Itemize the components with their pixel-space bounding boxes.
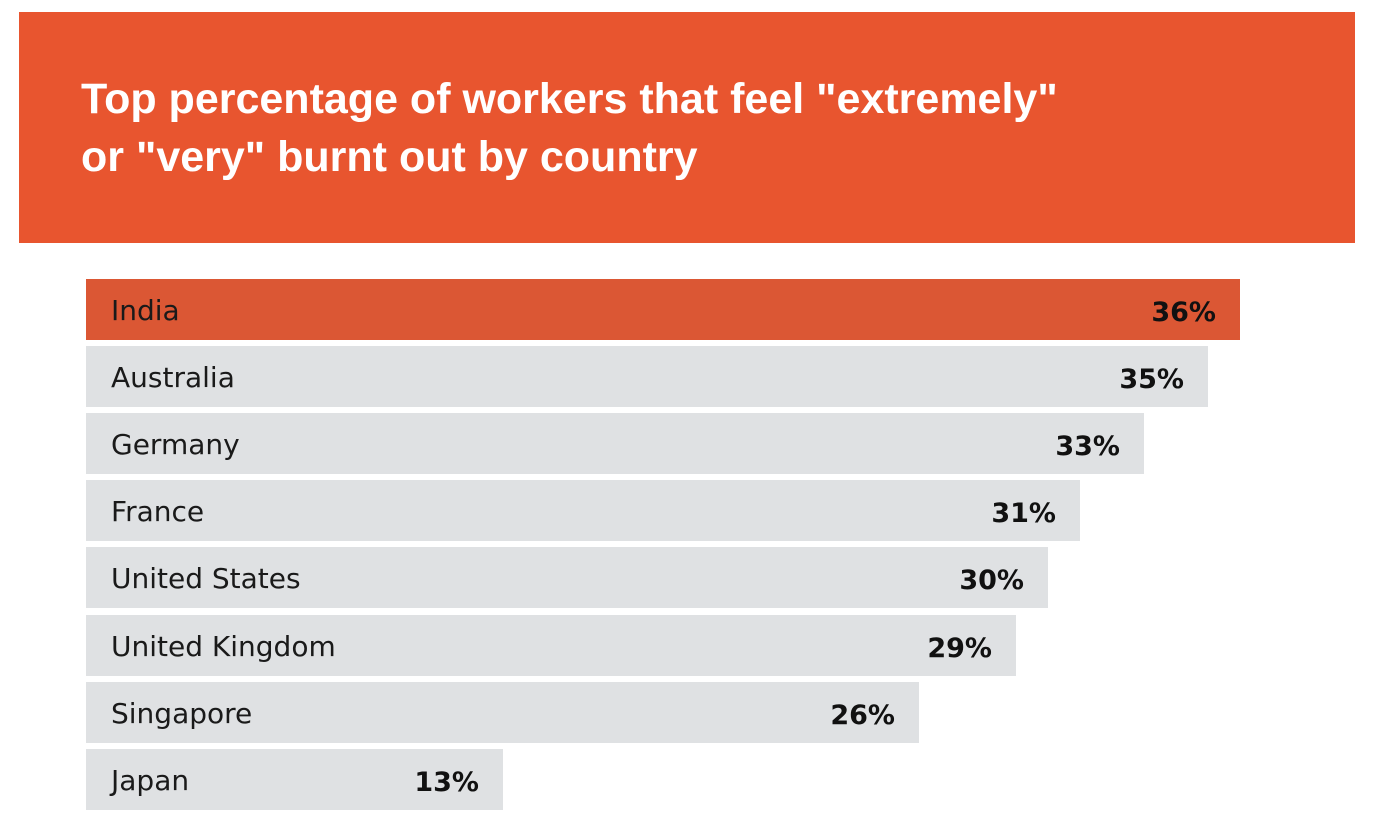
bar-value-label: 31% <box>991 498 1056 529</box>
bar-category-label: India <box>111 294 180 327</box>
bar-value-label: 36% <box>1151 297 1216 328</box>
bar-value-label: 13% <box>414 767 479 798</box>
chart-title: Top percentage of workers that feel "ext… <box>81 70 1281 186</box>
bar-value-label: 29% <box>927 633 992 664</box>
bar-france: France 31% <box>86 480 1080 541</box>
bar-singapore: Singapore 26% <box>86 682 919 743</box>
bar-value-label: 33% <box>1055 431 1120 462</box>
bar-japan: Japan 13% <box>86 749 503 810</box>
bar-category-label: Germany <box>111 428 240 461</box>
chart-header: Top percentage of workers that feel "ext… <box>19 12 1355 243</box>
bar-category-label: Japan <box>111 764 190 797</box>
bar-category-label: France <box>111 495 205 528</box>
chart-title-line-2: or "very" burnt out by country <box>81 133 698 181</box>
bar-india: India 36% <box>86 279 1240 340</box>
bar-category-label: United States <box>111 562 301 595</box>
bar-value-label: 35% <box>1119 364 1184 395</box>
bar-germany: Germany 33% <box>86 413 1144 474</box>
bar-united-kingdom: United Kingdom 29% <box>86 615 1016 676</box>
bar-category-label: United Kingdom <box>111 630 336 663</box>
bar-value-label: 26% <box>830 700 895 731</box>
bar-united-states: United States 30% <box>86 547 1048 608</box>
bar-value-label: 30% <box>959 565 1024 596</box>
chart-title-line-1: Top percentage of workers that feel "ext… <box>81 75 1058 123</box>
bar-chart: India 36% Australia 35% Germany 33% France 31% U… <box>86 279 1276 819</box>
bar-category-label: Australia <box>111 361 235 394</box>
bar-category-label: Singapore <box>111 697 253 730</box>
bar-australia: Australia 35% <box>86 346 1208 407</box>
